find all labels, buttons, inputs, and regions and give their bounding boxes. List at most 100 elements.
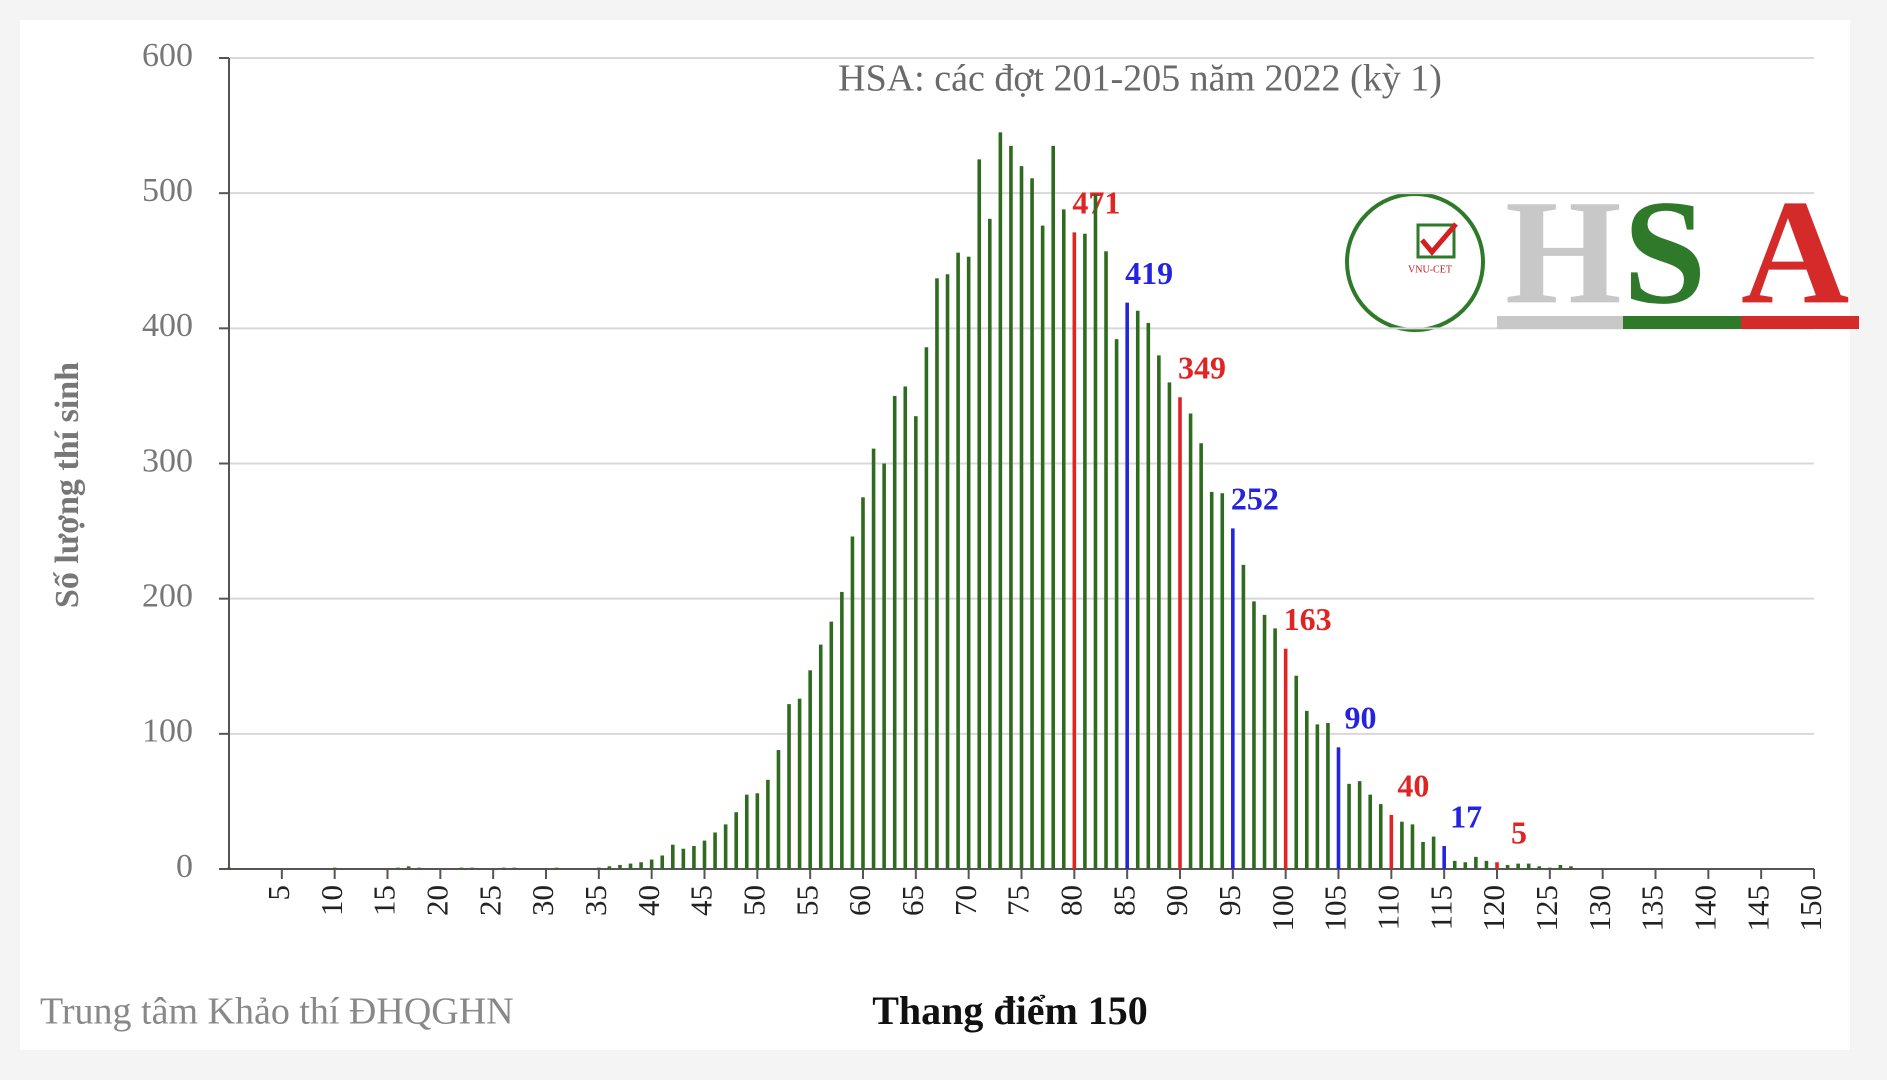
bar [744,794,749,869]
bar [787,704,791,869]
bar [903,386,908,869]
bar [892,395,897,869]
panel [20,20,1850,1050]
bar [1378,804,1383,869]
bar [649,859,654,869]
bar [1019,166,1024,870]
badge-box [1416,223,1456,259]
bar [1495,862,1499,869]
bar [1347,783,1351,869]
bar [755,793,760,869]
x-tick-label: 100 [1265,885,1300,932]
bar [1283,648,1288,869]
x-tick-label: 80 [1053,885,1088,916]
bar [628,863,633,869]
bar [1252,601,1256,869]
logo-letter: A [1741,169,1849,335]
bar [1231,528,1235,869]
bar [1125,302,1129,869]
bar [966,256,971,869]
x-tick-label: 20 [419,885,454,916]
y-tick-label: 300 [142,442,193,479]
data-label: 349 [1178,350,1226,386]
badge-text: VNU-CET [1408,264,1452,275]
bar [607,866,612,869]
y-tick-label: 100 [142,713,193,750]
bar [1569,866,1573,869]
bar [1526,863,1531,869]
bar [1294,675,1299,869]
bar [1315,724,1320,869]
bar [1505,864,1510,869]
bar [1357,781,1362,869]
data-label: 163 [1284,601,1332,637]
bar [1241,564,1246,869]
data-label: 90 [1345,700,1377,736]
x-tick-label: 145 [1740,885,1775,932]
bar [956,252,960,869]
bar [1209,491,1214,869]
x-axis-label: Thang điểm 150 [872,988,1148,1033]
data-label: 17 [1450,798,1482,834]
bar [417,867,421,869]
x-tick-label: 95 [1212,885,1247,916]
bar [470,867,474,869]
bar [945,274,950,869]
bar [1072,232,1077,870]
bar [1400,821,1404,869]
bar [692,846,696,869]
badge-check [1420,222,1458,256]
x-tick-label: 5 [261,885,296,901]
y-tick-label: 200 [142,577,193,614]
data-label: 5 [1511,815,1527,851]
bar [1484,860,1489,869]
x-tick-label: 40 [631,885,666,916]
bar [660,855,665,869]
bar [924,347,929,869]
bar [1114,339,1119,869]
bar [1083,233,1087,869]
bar [512,867,517,869]
bar [332,867,337,869]
x-tick-label: 130 [1582,885,1617,932]
bar [818,644,823,869]
bar [977,159,982,869]
bar [808,670,812,869]
x-tick-label: 30 [525,885,560,916]
bar [227,867,231,869]
bar [829,621,834,869]
bar [597,867,601,869]
bar [1040,225,1045,869]
bar [1157,355,1161,869]
bar [1558,864,1563,869]
y-tick-label: 500 [142,172,193,209]
source: Trung tâm Khảo thí ĐHQGHN [40,991,514,1033]
bar [501,867,506,869]
x-tick-label: 10 [314,885,349,916]
x-tick-label: 140 [1687,885,1722,932]
x-tick-label: 50 [736,885,771,916]
x-tick-label: 15 [367,885,402,916]
logo-bar [1623,316,1741,329]
bar [882,463,886,869]
x-tick-label: 55 [789,885,824,916]
bar [1452,860,1457,869]
bar [1336,747,1341,869]
x-tick-label: 120 [1476,885,1511,932]
bar [1548,867,1552,869]
x-tick-label: 105 [1318,885,1353,932]
bar [935,278,939,869]
bar [1104,251,1108,869]
bar [1135,310,1140,869]
bar [1368,794,1372,869]
bar [1061,209,1066,870]
bar [840,591,844,869]
logo-bar [1497,316,1623,329]
bar [766,779,770,869]
bar [1199,443,1203,869]
logo-letter: H [1505,169,1622,335]
bar [1463,862,1468,869]
bar [1421,841,1425,869]
badge-circle [1345,192,1485,332]
bar [1537,866,1542,869]
